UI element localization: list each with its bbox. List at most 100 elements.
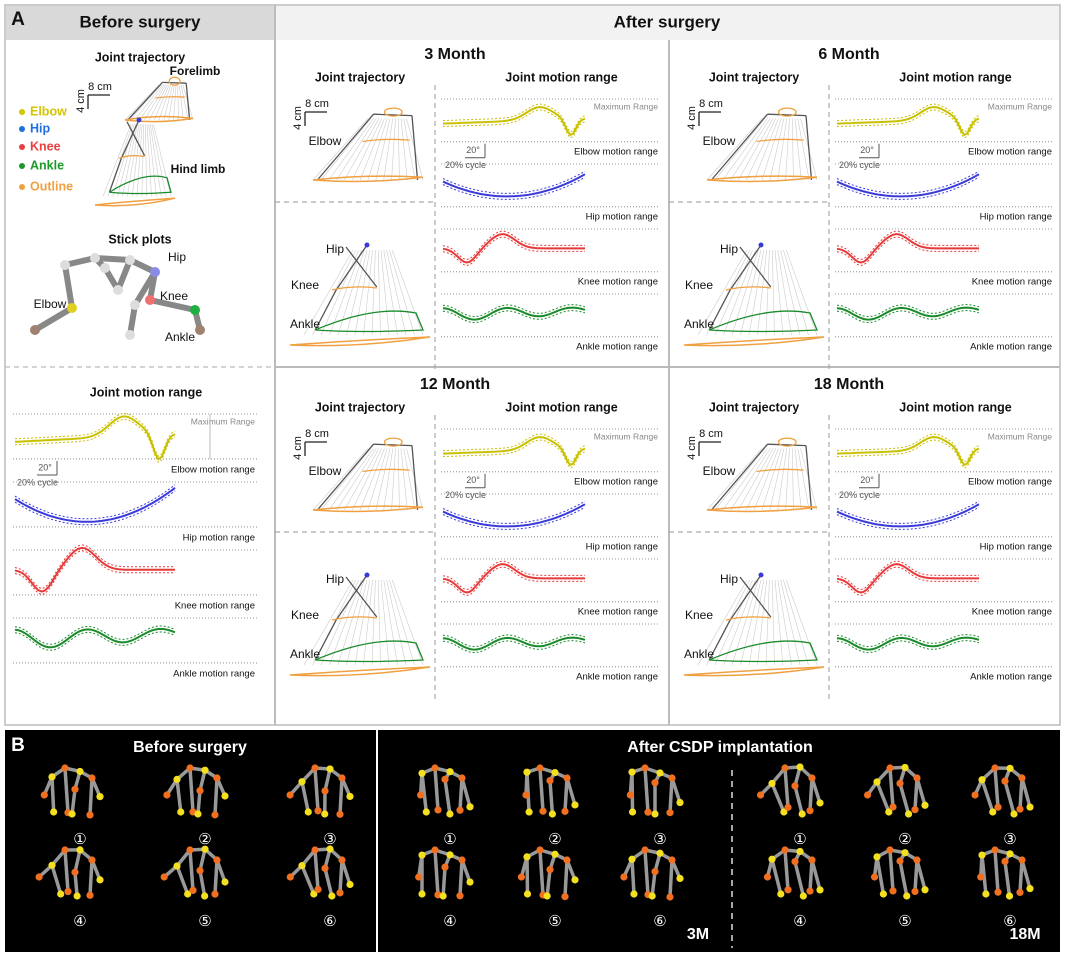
stick-joint: [1016, 805, 1024, 813]
trajectory-line: [344, 448, 380, 511]
stick-segment: [563, 777, 569, 812]
stick-joint: [67, 303, 77, 313]
stick-segment: [770, 858, 783, 895]
stick-joint: [189, 886, 197, 894]
stick-joint: [989, 808, 997, 816]
trajectory-line: [179, 84, 184, 121]
row-label: Knee motion range: [972, 277, 1052, 288]
stick-joint: [328, 892, 336, 900]
motion-curve: [14, 415, 176, 461]
scale-label: 8 cm: [699, 428, 723, 440]
trajectory-line: [312, 118, 369, 181]
stick-joint: [903, 892, 911, 900]
scale-label: 4 cm: [75, 89, 87, 113]
trajectory-line: [400, 118, 408, 181]
limb-segment: [335, 244, 368, 291]
motion-band: [442, 634, 586, 648]
stick-joint: [901, 849, 909, 857]
stick-joint: [863, 791, 872, 799]
limb-segment: [805, 445, 813, 511]
stick-joint: [321, 810, 329, 818]
trajectory-line: [785, 118, 790, 181]
stick-joint: [546, 866, 554, 874]
motion-curve: [14, 487, 176, 523]
trajectory-line: [730, 448, 771, 511]
legend-entry: Elbow: [30, 104, 67, 118]
trajectory-line: [753, 448, 779, 511]
motion-band: [442, 176, 586, 200]
limb-segment: [708, 619, 731, 661]
stick-joint: [991, 846, 999, 854]
trajectory-line: [149, 124, 162, 197]
motion-band: [836, 230, 979, 261]
stick-joint: [971, 791, 979, 799]
stick-joint: [336, 889, 344, 897]
motion-curve: [442, 306, 586, 321]
stick-joint: [76, 846, 84, 854]
stick-joint: [571, 801, 579, 809]
limb-segment: [108, 158, 123, 193]
motion-band: [442, 500, 586, 524]
legend-entry: Outline: [30, 179, 73, 193]
limb-label: Forelimb: [170, 64, 221, 78]
motion-band: [442, 566, 585, 597]
stick-joint: [304, 808, 312, 816]
stick-joint: [431, 846, 439, 854]
trajectory-line: [383, 118, 394, 181]
legend-dot: [19, 126, 25, 132]
stick-joint: [982, 890, 990, 898]
stick-joint: [446, 810, 454, 818]
stick-joint: [656, 849, 664, 857]
row-label: Ankle motion range: [576, 342, 658, 353]
hip-marker: [364, 572, 370, 578]
stick-segment: [132, 270, 158, 307]
trajectory-line: [722, 448, 768, 511]
stick-segment: [980, 779, 995, 813]
trajectory-line: [312, 448, 369, 511]
stick-joint: [90, 253, 100, 263]
stick-joint: [346, 880, 354, 889]
trajectory-line: [757, 579, 767, 666]
stick-joint: [88, 856, 96, 864]
stick-joint: [310, 890, 318, 898]
trajectory-line: [383, 249, 398, 336]
stick-joint: [311, 846, 319, 854]
stick-segment: [313, 767, 320, 811]
stick-joint: [896, 779, 904, 787]
elbow-path: [362, 468, 410, 473]
stick-segment: [458, 859, 464, 896]
max-label: Maximum Range: [988, 101, 1053, 111]
stick-joint: [48, 773, 56, 781]
trajectory-line: [383, 579, 398, 666]
stick-joint: [415, 873, 423, 881]
motion-band: [442, 506, 586, 530]
pose-number: ⑥: [1003, 913, 1016, 930]
joint-label: Hip: [326, 572, 344, 586]
elbow-path: [362, 138, 410, 143]
stick-joint: [978, 776, 986, 784]
trajectory-line: [740, 249, 762, 336]
scale-label: 20°: [38, 462, 52, 472]
stick-joint: [756, 791, 765, 799]
trajectory-line: [180, 84, 189, 121]
stick-segment: [313, 849, 320, 890]
stick-joint: [160, 873, 168, 881]
stick-joint: [628, 855, 636, 863]
column-title: Stick plots: [108, 232, 171, 246]
stick-segment: [538, 849, 545, 896]
stick-joint: [561, 893, 569, 901]
limb-label: Hind limb: [171, 162, 226, 176]
stick-joint: [571, 876, 579, 884]
trajectory-line: [344, 118, 380, 181]
stick-joint: [886, 846, 894, 854]
section-header: After CSDP implantation: [627, 739, 813, 756]
row-label: Elbow motion range: [968, 477, 1052, 488]
stick-joint: [806, 887, 814, 895]
elbow-path: [155, 96, 185, 99]
stick-joint: [994, 888, 1002, 896]
pose-number: ⑥: [323, 913, 336, 930]
stick-segment: [63, 849, 70, 892]
outline-path: [683, 336, 825, 347]
joint-label: Knee: [291, 278, 319, 292]
stick-joint: [873, 778, 881, 786]
